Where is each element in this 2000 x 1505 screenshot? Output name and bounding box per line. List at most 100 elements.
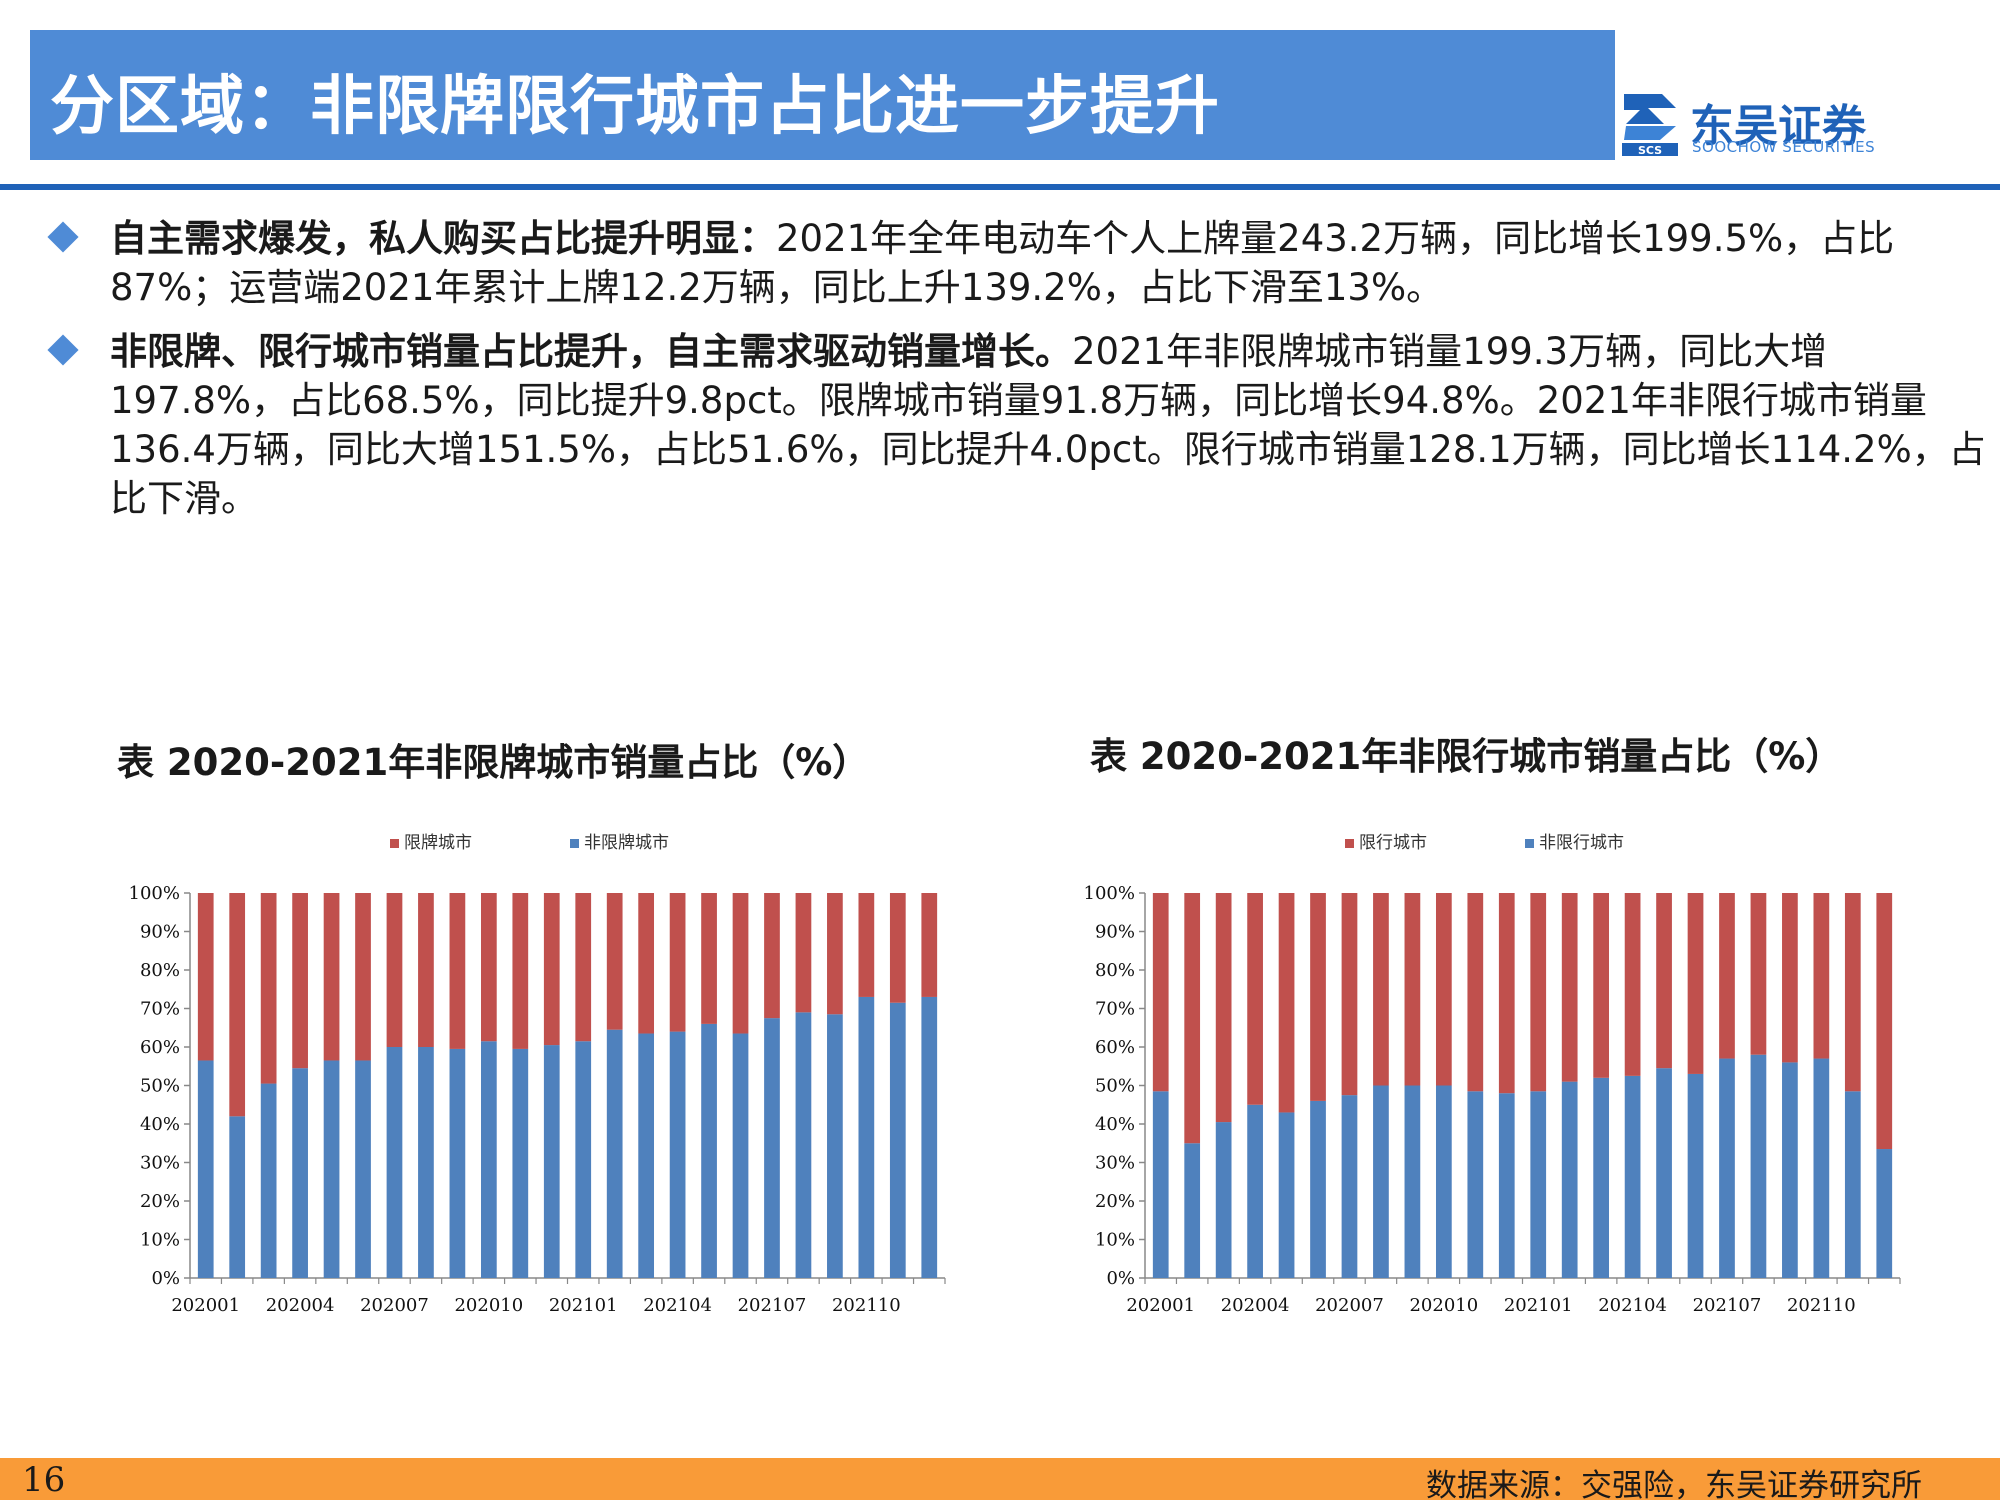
x-tick-label-202007: 202007	[360, 1295, 429, 1316]
bar-202110-series-1	[858, 996, 875, 1278]
chart-legend: 限行城市 非限行城市	[1345, 833, 1624, 853]
bar-202009-series-1	[1404, 1085, 1421, 1278]
bar-202003-series-1	[260, 1083, 277, 1278]
bar-202106-series-1	[1687, 1073, 1704, 1278]
bar-202111-series-0	[1844, 893, 1861, 1092]
x-tick-label-202107: 202107	[1693, 1295, 1762, 1316]
chart-2-non-traffic-restricted: 限行城市 非限行城市 0% 10% 20% 30% 40% 50% 60% 70% 80% 90% 10…	[1084, 833, 1901, 1316]
bar-202101-series-1	[1530, 1091, 1547, 1278]
legend-label-1: 非限牌城市	[584, 833, 669, 853]
page-number: 16	[22, 1460, 66, 1500]
y-tick-label-0: 0%	[151, 1268, 180, 1289]
x-tick-label-202004: 202004	[1221, 1295, 1290, 1316]
y-tick-label-9: 90%	[1095, 922, 1135, 943]
bar-202107-series-0	[764, 893, 780, 1019]
y-tick-label-1: 10%	[140, 1230, 180, 1251]
y-tick-label-3: 30%	[1095, 1153, 1135, 1174]
y-tick-label-0: 0%	[1106, 1268, 1135, 1289]
x-tick-label-202010: 202010	[454, 1295, 523, 1316]
x-tick-label-202104: 202104	[1598, 1295, 1667, 1316]
bar-202011-series-1	[1467, 1091, 1484, 1278]
y-tick-label-8: 80%	[1095, 960, 1135, 981]
bar-202012-series-1	[543, 1045, 560, 1278]
bar-202006-series-1	[355, 1060, 371, 1278]
bar-202106-series-0	[732, 893, 749, 1034]
bar-202004-series-1	[1247, 1104, 1263, 1278]
bar-202001-series-1	[197, 1060, 214, 1278]
bar-202107-series-1	[1719, 1058, 1735, 1278]
bar-202108-series-1	[795, 1012, 812, 1278]
y-tick-label-4: 40%	[1095, 1114, 1135, 1135]
bar-202010-series-0	[480, 893, 497, 1042]
y-tick-label-4: 40%	[140, 1114, 180, 1135]
header-divider	[0, 184, 2000, 190]
x-tick-label-202004: 202004	[266, 1295, 335, 1316]
bar-202112-series-1	[1876, 1149, 1893, 1278]
bar-202106-series-0	[1687, 893, 1704, 1074]
bullet-text-1: 自主需求爆发，私人购买占比提升明显：2021年全年电动车个人上牌量243.2万辆…	[110, 214, 2000, 312]
bar-202110-series-1	[1813, 1058, 1830, 1278]
bar-202005-series-0	[323, 893, 340, 1061]
bar-202006-series-1	[1310, 1100, 1326, 1278]
bars	[197, 893, 938, 1278]
bar-202010-series-0	[1435, 893, 1452, 1086]
y-tick-label-5: 50%	[1095, 1076, 1135, 1097]
bar-202103-series-0	[1593, 893, 1610, 1078]
legend-item-0: 限牌城市	[390, 833, 472, 853]
x-axis: 202001 202004 202007 202010 202101 202104 2021…	[1126, 1277, 1901, 1316]
x-tick-label-202104: 202104	[643, 1295, 712, 1316]
legend-label-0: 限行城市	[1359, 833, 1427, 853]
y-tick-label-7: 70%	[140, 999, 180, 1020]
bar-202112-series-0	[921, 893, 938, 997]
y-tick-label-2: 20%	[1095, 1191, 1135, 1212]
bullet-point-1: 自主需求爆发，私人购买占比提升明显：2021年全年电动车个人上牌量243.2万辆…	[47, 214, 1952, 314]
bar-202005-series-0	[1278, 893, 1295, 1113]
x-tick-label-202110: 202110	[1787, 1295, 1856, 1316]
y-axis: 0% 10% 20% 30% 40% 50% 60% 70% 80% 90% 100%	[129, 883, 191, 1289]
bar-202104-series-1	[669, 1031, 686, 1278]
bar-202009-series-1	[449, 1048, 466, 1278]
y-tick-label-10: 100%	[129, 883, 180, 904]
x-tick-label-202001: 202001	[1126, 1295, 1195, 1316]
logo-mark-text: SCS	[1638, 144, 1662, 157]
bar-202012-series-1	[1498, 1093, 1515, 1278]
bar-202005-series-1	[323, 1060, 340, 1278]
legend-label-1: 非限行城市	[1539, 833, 1624, 853]
title-bar	[30, 30, 1615, 160]
bullet-1-body: 2021年全年电动车个人上牌量243.2万辆，同比增长199.5%，占比87%；…	[110, 217, 1895, 309]
y-tick-label-10: 100%	[1084, 883, 1135, 904]
bar-202109-series-1	[1782, 1062, 1798, 1278]
legend-swatch-1	[570, 839, 579, 848]
bar-202102-series-1	[1561, 1081, 1578, 1278]
bar-202001-series-0	[1152, 893, 1169, 1092]
bar-202011-series-0	[512, 893, 529, 1049]
y-tick-label-3: 30%	[140, 1153, 180, 1174]
bar-202109-series-0	[827, 893, 843, 1015]
bar-202009-series-0	[449, 893, 466, 1049]
bar-202103-series-1	[638, 1033, 655, 1278]
bar-202107-series-1	[764, 1018, 780, 1278]
bar-202006-series-0	[355, 893, 371, 1061]
bar-202009-series-0	[1404, 893, 1421, 1086]
bar-202010-series-1	[1435, 1085, 1452, 1278]
bar-202106-series-1	[732, 1033, 749, 1278]
bar-202006-series-0	[1310, 893, 1326, 1101]
bar-202012-series-0	[543, 893, 560, 1046]
x-tick-label-202107: 202107	[738, 1295, 807, 1316]
soochow-logo-icon: SCS	[1622, 94, 1678, 157]
footer-bar	[0, 1458, 2000, 1500]
bar-202002-series-1	[229, 1116, 246, 1278]
x-tick-label-202001: 202001	[171, 1295, 240, 1316]
y-tick-label-5: 50%	[140, 1076, 180, 1097]
legend-item-1: 非限行城市	[1525, 833, 1624, 853]
y-tick-label-6: 60%	[1095, 1037, 1135, 1058]
y-tick-label-9: 90%	[140, 922, 180, 943]
bar-202108-series-1	[1750, 1054, 1767, 1278]
bar-202109-series-0	[1782, 893, 1798, 1063]
bar-202111-series-0	[889, 893, 906, 1003]
bar-202105-series-1	[701, 1023, 717, 1278]
bar-202111-series-1	[889, 1002, 906, 1278]
logo-english-name: SOOCHOW SECURITIES	[1692, 138, 1876, 156]
bar-202112-series-0	[1876, 893, 1893, 1150]
bar-202109-series-1	[827, 1014, 843, 1278]
